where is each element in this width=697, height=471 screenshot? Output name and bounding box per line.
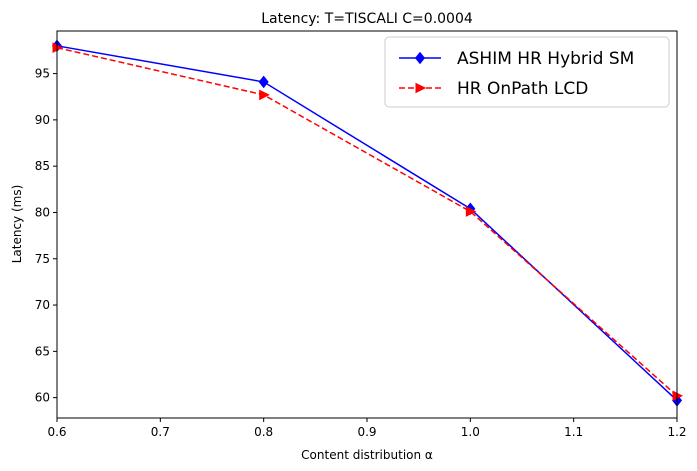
- x-axis-label: Content distribution α: [301, 448, 433, 462]
- y-tick-label: 95: [35, 67, 50, 81]
- legend-label: ASHIM HR Hybrid SM: [457, 49, 634, 69]
- data-point: [465, 206, 477, 217]
- x-tick-label: 0.8: [254, 425, 273, 439]
- y-tick-label: 85: [35, 159, 50, 173]
- y-tick-label: 90: [35, 113, 50, 127]
- y-axis: 60 65 70 75 80 85 90 95: [35, 67, 57, 405]
- legend-entry: ASHIM HR Hybrid SM: [399, 49, 634, 69]
- x-tick-label: 0.6: [47, 425, 66, 439]
- legend-marker: [414, 51, 426, 65]
- chart-title: Latency: T=TISCALI C=0.0004: [261, 11, 473, 27]
- y-tick-label: 70: [35, 298, 50, 312]
- y-tick-label: 80: [35, 205, 50, 219]
- x-tick-label: 0.9: [357, 425, 376, 439]
- x-tick-label: 1.0: [461, 425, 480, 439]
- x-tick-label: 1.2: [667, 425, 686, 439]
- legend-entry: HR OnPath LCD: [399, 79, 588, 99]
- y-axis-label: Latency (ms): [10, 185, 24, 264]
- data-point: [259, 89, 270, 101]
- legend-label: HR OnPath LCD: [457, 79, 588, 99]
- data-point: [258, 75, 269, 89]
- y-tick-label: 60: [35, 391, 50, 405]
- legend-marker: [415, 82, 427, 94]
- y-tick-label: 75: [35, 252, 50, 266]
- series-line: [56, 46, 678, 397]
- x-tick-label: 0.7: [151, 425, 170, 439]
- legend-box: [384, 36, 670, 108]
- y-tick-label: 65: [35, 344, 50, 358]
- legend: ASHIM HR Hybrid SM HR OnPath LCD: [384, 36, 670, 108]
- x-tick-label: 1.1: [564, 425, 583, 439]
- x-axis: 0.6 0.7 0.8 0.9 1.0 1.1 1.2: [47, 418, 687, 439]
